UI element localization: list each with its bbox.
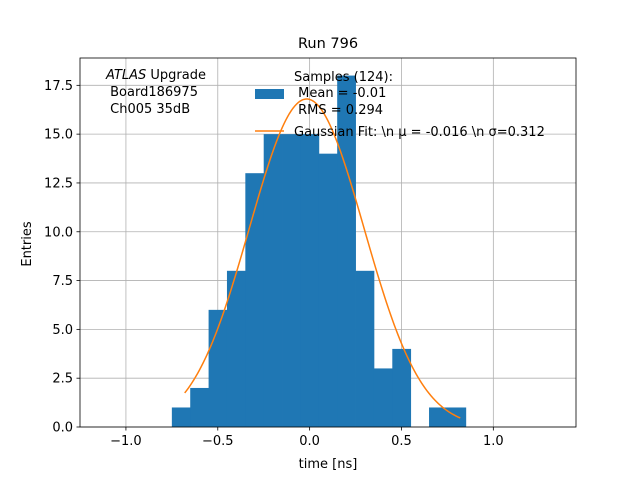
y-tick-label: 0.0 (52, 421, 73, 436)
histogram-bar (392, 348, 412, 427)
histogram-bar (226, 270, 246, 427)
histogram-bar (190, 387, 209, 427)
y-tick-label: 7.5 (52, 274, 73, 289)
x-tick-label: −1.0 (110, 434, 142, 449)
gaussian-fit-curve (184, 98, 461, 419)
plot-area-frame (79, 57, 577, 428)
y-tick-label: 10.0 (44, 225, 73, 240)
histogram-bar (318, 153, 338, 427)
legend-samples-line3: RMS = 0.294 (294, 103, 383, 118)
x-tick-label: −0.5 (202, 434, 234, 449)
legend-fit-label: Gaussian Fit: \n μ = -0.016 \n σ=0.312 (294, 125, 545, 140)
y-tick-label: 2.5 (52, 372, 73, 387)
atlas-annotation: ATLAS Upgrade Board186975 Ch005 35dB (105, 68, 206, 117)
histogram-bar (447, 407, 467, 427)
chart-title: Run 796 (298, 36, 358, 52)
y-tick-label: 15.0 (44, 128, 73, 143)
y-axis-ticks: 0.0 2.5 5.0 7.5 10.0 12.5 15.0 17.5 (44, 79, 80, 436)
x-tick-label: 0.0 (299, 434, 320, 449)
legend-samples-line2: Mean = -0.01 (294, 86, 386, 101)
histogram-bar (337, 75, 356, 428)
histogram-bar (300, 134, 320, 427)
y-axis-label: Entries (20, 221, 35, 267)
x-tick-label: 1.0 (483, 434, 504, 449)
histogram-bar (282, 134, 301, 427)
annotation-tag: Upgrade (146, 68, 206, 83)
y-tick-label: 17.5 (44, 79, 73, 94)
legend-histogram-swatch (255, 89, 284, 99)
legend-samples-line1: Samples (124): (294, 70, 393, 85)
annotation-channel: Ch005 35dB (106, 102, 190, 117)
histogram-bar (263, 134, 283, 427)
x-axis-label: time [ns] (299, 457, 358, 472)
svg-text:ATLAS Upgrade: ATLAS Upgrade (105, 68, 206, 83)
histogram-bars (171, 75, 467, 428)
histogram-bar (355, 270, 375, 427)
histogram-bar (373, 368, 393, 427)
x-axis-ticks: −1.0 −0.5 0.0 0.5 1.0 (110, 427, 504, 449)
annotation-board: Board186975 (106, 85, 198, 100)
histogram-bar (245, 173, 265, 427)
histogram-bar (171, 407, 191, 427)
x-tick-label: 0.5 (391, 434, 412, 449)
y-tick-label: 12.5 (44, 176, 73, 191)
legend: Samples (124): Mean = -0.01 RMS = 0.294 … (255, 70, 545, 140)
y-tick-label: 5.0 (52, 323, 73, 338)
annotation-experiment: ATLAS (105, 68, 146, 83)
histogram-bar (429, 407, 448, 427)
